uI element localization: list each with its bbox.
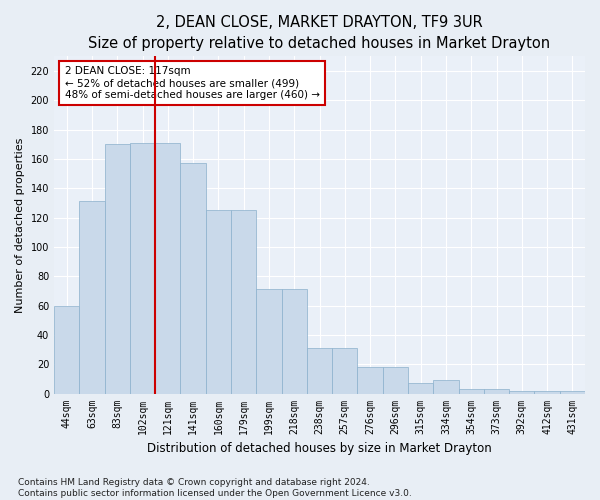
- Bar: [256, 290, 281, 394]
- Bar: [358, 367, 383, 394]
- Y-axis label: Number of detached properties: Number of detached properties: [15, 138, 25, 312]
- Bar: [79, 202, 104, 394]
- Bar: [281, 290, 307, 394]
- Bar: [181, 164, 206, 394]
- Bar: [509, 390, 535, 394]
- Text: 2 DEAN CLOSE: 117sqm
← 52% of detached houses are smaller (499)
48% of semi-deta: 2 DEAN CLOSE: 117sqm ← 52% of detached h…: [65, 66, 320, 100]
- Bar: [307, 348, 332, 394]
- Bar: [383, 367, 408, 394]
- Bar: [484, 389, 509, 394]
- Bar: [130, 143, 155, 394]
- Bar: [535, 390, 560, 394]
- Bar: [458, 389, 484, 394]
- X-axis label: Distribution of detached houses by size in Market Drayton: Distribution of detached houses by size …: [147, 442, 492, 455]
- Bar: [54, 306, 79, 394]
- Bar: [433, 380, 458, 394]
- Bar: [231, 210, 256, 394]
- Bar: [332, 348, 358, 394]
- Bar: [408, 384, 433, 394]
- Bar: [155, 143, 181, 394]
- Bar: [206, 210, 231, 394]
- Bar: [560, 390, 585, 394]
- Text: Contains HM Land Registry data © Crown copyright and database right 2024.
Contai: Contains HM Land Registry data © Crown c…: [18, 478, 412, 498]
- Bar: [104, 144, 130, 394]
- Title: 2, DEAN CLOSE, MARKET DRAYTON, TF9 3UR
Size of property relative to detached hou: 2, DEAN CLOSE, MARKET DRAYTON, TF9 3UR S…: [88, 15, 551, 51]
